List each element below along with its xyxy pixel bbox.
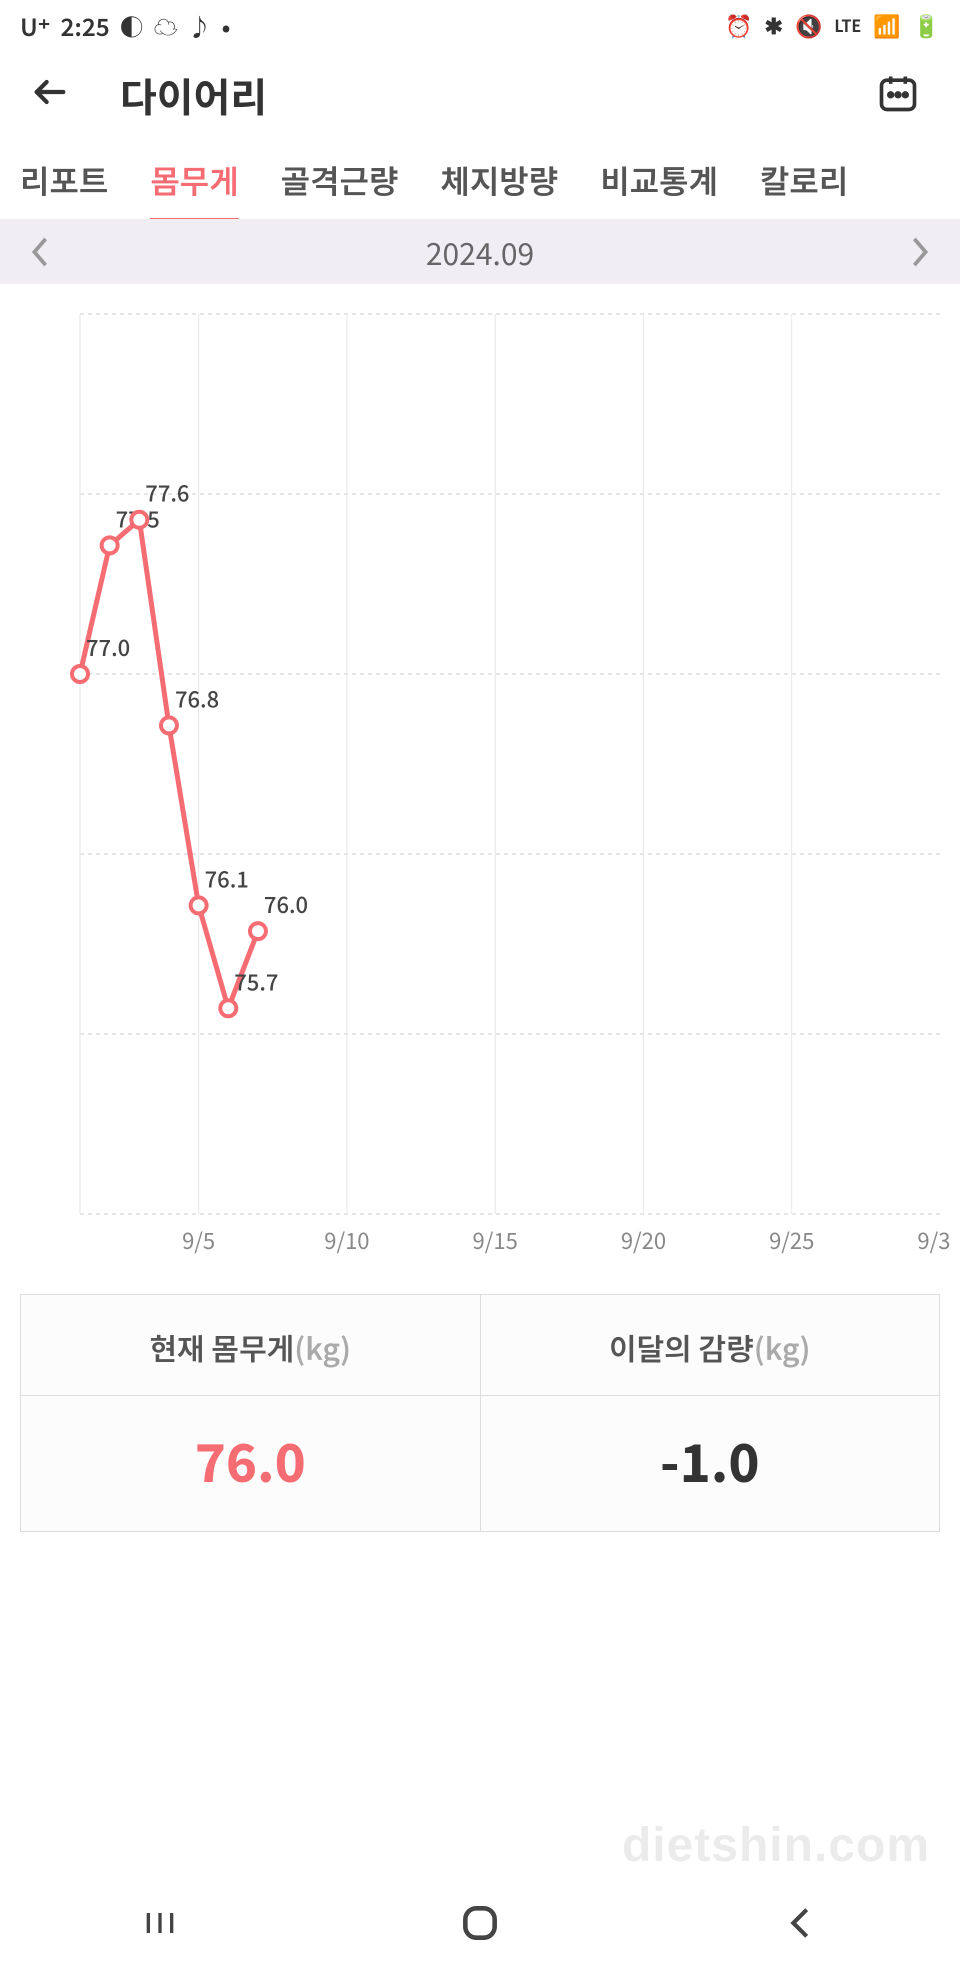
monthly-loss-unit: (kg) — [754, 1325, 811, 1369]
month-label: 2024.09 — [426, 230, 534, 274]
svg-text:76.0: 76.0 — [264, 888, 308, 920]
mute-icon: 🔇 — [795, 9, 822, 41]
svg-text:76.1: 76.1 — [205, 862, 249, 894]
monthly-loss-card: 이달의 감량(kg) -1.0 — [480, 1295, 940, 1531]
home-icon[interactable] — [450, 1893, 510, 1953]
android-navbar — [0, 1873, 960, 1973]
weight-line-chart: 78.477.777.076.375.674.99/59/109/159/209… — [70, 304, 950, 1264]
bluetooth-icon: ✱ — [765, 9, 783, 41]
back-icon[interactable] — [30, 66, 70, 124]
svg-text:9/30: 9/30 — [917, 1224, 950, 1256]
month-selector: 2024.09 — [0, 220, 960, 284]
status-bar: U⁺ 2:25 ◐ ☁ ♪ • ⏰ ✱ 🔇 LTE 📶 🔋 — [0, 0, 960, 50]
current-weight-value: 76.0 — [31, 1422, 470, 1497]
signal-icon: 📶 — [873, 9, 900, 41]
status-right: ⏰ ✱ 🔇 LTE 📶 🔋 — [725, 9, 940, 41]
tab-report[interactable]: 리포트 — [20, 140, 108, 220]
svg-text:9/10: 9/10 — [324, 1224, 369, 1256]
svg-text:77.0: 77.0 — [86, 631, 130, 663]
next-month-icon[interactable] — [900, 228, 940, 277]
svg-text:9/25: 9/25 — [769, 1224, 814, 1256]
tab-calorie[interactable]: 칼로리 — [760, 140, 848, 220]
page-title: 다이어리 — [120, 66, 267, 124]
status-icon: ♪ — [188, 8, 212, 43]
network-label: LTE — [834, 13, 861, 37]
tabs: 리포트 몸무게 골격근량 체지방량 비교통계 칼로리 — [0, 140, 960, 220]
watermark: dietshin.com — [622, 1818, 930, 1873]
recent-apps-icon[interactable] — [130, 1893, 190, 1953]
tab-muscle[interactable]: 골격근량 — [281, 140, 399, 220]
current-weight-unit: (kg) — [294, 1325, 351, 1369]
current-weight-label: 현재 몸무게 — [149, 1325, 294, 1369]
prev-month-icon[interactable] — [20, 228, 60, 277]
carrier-label: U⁺ — [20, 8, 50, 43]
back-nav-icon[interactable] — [770, 1893, 830, 1953]
current-weight-card: 현재 몸무게(kg) 76.0 — [21, 1295, 480, 1531]
time-label: 2:25 — [60, 8, 109, 43]
weight-chart-container: 78.477.777.076.375.674.99/59/109/159/209… — [0, 284, 960, 1264]
status-icon: ◐ — [120, 8, 144, 43]
status-left: U⁺ 2:25 ◐ ☁ ♪ • — [20, 8, 230, 43]
status-icon: • — [222, 8, 231, 43]
alarm-icon: ⏰ — [725, 9, 752, 41]
svg-text:9/5: 9/5 — [182, 1224, 215, 1256]
monthly-loss-value: -1.0 — [491, 1422, 930, 1497]
calendar-icon[interactable] — [876, 71, 920, 120]
svg-text:76.8: 76.8 — [175, 682, 219, 714]
svg-text:77.6: 77.6 — [145, 477, 189, 509]
svg-text:9/15: 9/15 — [473, 1224, 518, 1256]
tab-weight[interactable]: 몸무게 — [150, 140, 238, 220]
svg-text:9/20: 9/20 — [621, 1224, 666, 1256]
app-header: 다이어리 — [0, 50, 960, 140]
monthly-loss-label: 이달의 감량 — [609, 1325, 754, 1369]
battery-icon: 🔋 — [913, 9, 940, 41]
stats-panel: 현재 몸무게(kg) 76.0 이달의 감량(kg) -1.0 — [20, 1294, 940, 1532]
tab-bodyfat[interactable]: 체지방량 — [440, 140, 558, 220]
status-icon: ☁ — [154, 8, 178, 43]
svg-text:75.7: 75.7 — [234, 965, 278, 997]
tab-compare[interactable]: 비교통계 — [600, 140, 718, 220]
